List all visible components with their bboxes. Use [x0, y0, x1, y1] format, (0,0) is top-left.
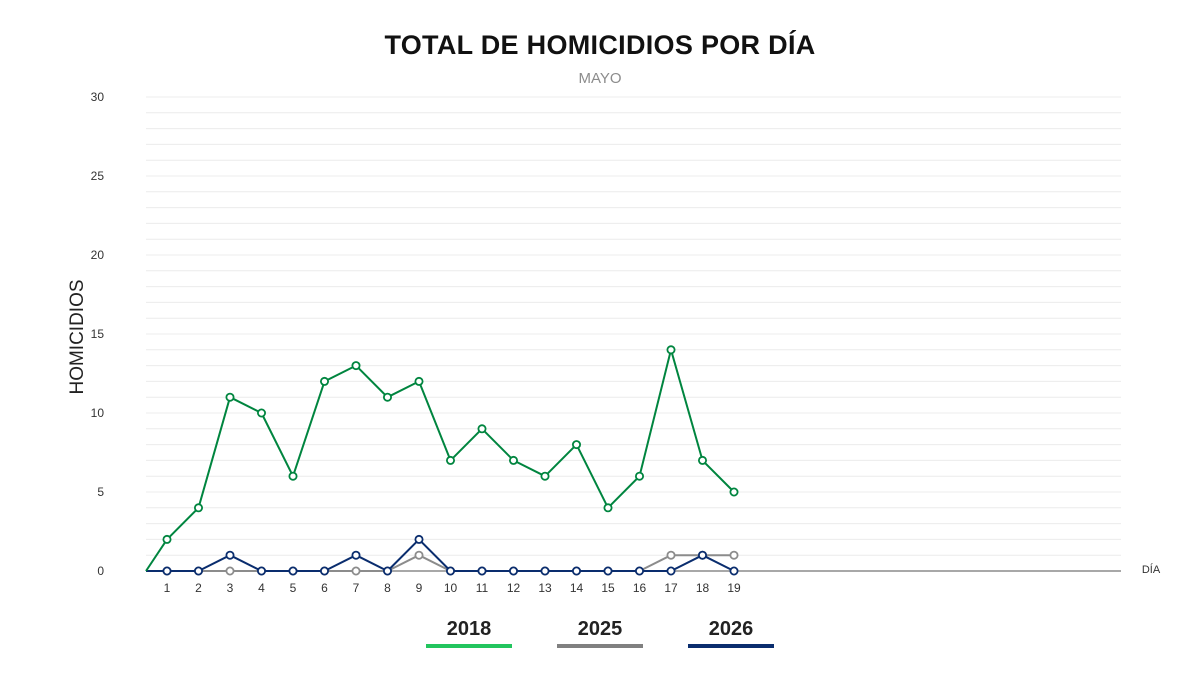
data-point-2026 [225, 550, 235, 560]
y-tick-label: 0 [97, 564, 104, 578]
x-tick-label: 1 [164, 581, 171, 595]
data-point-2018 [193, 503, 203, 513]
data-point-2026 [508, 566, 518, 576]
data-point-2018 [572, 440, 582, 450]
y-axis-title: HOMICIDIOS [67, 279, 88, 394]
x-tick-label: 14 [570, 581, 584, 595]
data-point-2026 [635, 566, 645, 576]
data-point-2026 [477, 566, 487, 576]
legend-item-2025: 2025 [557, 618, 643, 648]
x-tick-label: 18 [696, 581, 710, 595]
data-point-2018 [666, 345, 676, 355]
y-tick-label: 25 [91, 169, 105, 183]
series-line-2026 [146, 538, 735, 572]
data-point-2025 [351, 566, 361, 576]
data-point-2018 [445, 455, 455, 465]
series-line-2018 [145, 348, 735, 572]
x-tick-label: 9 [416, 581, 423, 595]
data-point-2025 [729, 550, 739, 560]
data-point-2018 [729, 487, 739, 497]
x-tick-label: 10 [444, 581, 458, 595]
x-axis-title: DÍA [1142, 563, 1161, 576]
x-tick-label: 11 [476, 581, 489, 595]
data-point-2026 [729, 566, 739, 576]
data-point-2018 [351, 361, 361, 371]
data-point-2018 [540, 471, 550, 481]
legend-label-2025: 2025 [577, 618, 623, 640]
x-tick-label: 6 [321, 581, 328, 595]
x-tick-label: 19 [727, 581, 741, 595]
y-tick-label: 30 [91, 90, 105, 104]
x-tick-label: 17 [664, 581, 678, 595]
data-point-2018 [256, 408, 266, 418]
y-tick-label: 5 [97, 485, 104, 499]
data-point-2018 [635, 471, 645, 481]
data-point-2018 [603, 503, 613, 513]
data-point-2025 [414, 550, 424, 560]
legend-item-2026: 2026 [688, 618, 774, 648]
x-tick-label: 4 [258, 581, 265, 595]
y-tick-label: 15 [91, 327, 105, 341]
data-point-2026 [572, 566, 582, 576]
data-point-2026 [445, 566, 455, 576]
data-point-2026 [319, 566, 329, 576]
x-tick-label: 3 [227, 581, 234, 595]
data-point-2026 [382, 566, 392, 576]
data-point-2025 [225, 566, 235, 576]
legend-item-2018: 2018 [426, 618, 512, 648]
data-point-2018 [162, 534, 172, 544]
y-tick-label: 10 [91, 406, 105, 420]
data-point-2018 [698, 455, 708, 465]
data-point-2026 [193, 566, 203, 576]
y-tick-label: 20 [91, 248, 105, 262]
data-point-2026 [603, 566, 613, 576]
data-point-2018 [382, 392, 392, 402]
data-point-2026 [351, 550, 361, 560]
x-tick-label: 15 [601, 581, 615, 595]
x-tick-label: 12 [507, 581, 521, 595]
x-tick-label: 13 [538, 581, 552, 595]
data-point-2026 [162, 566, 172, 576]
data-point-2018 [225, 392, 235, 402]
chart-subtitle: MAYO [578, 70, 622, 87]
legend-label-2018: 2018 [446, 618, 492, 640]
data-point-2018 [288, 471, 298, 481]
x-tick-label: 5 [290, 581, 297, 595]
data-point-2026 [698, 550, 708, 560]
data-point-2025 [666, 550, 676, 560]
x-tick-label: 8 [384, 581, 391, 595]
data-point-2026 [288, 566, 298, 576]
data-point-2018 [319, 376, 329, 386]
legend-label-2026: 2026 [708, 618, 754, 640]
data-point-2018 [414, 376, 424, 386]
data-point-2026 [666, 566, 676, 576]
data-point-2026 [256, 566, 266, 576]
legend-swatch-2025 [557, 644, 643, 648]
x-tick-label: 7 [353, 581, 360, 595]
legend-swatch-2026 [688, 644, 774, 648]
data-point-2018 [508, 455, 518, 465]
x-tick-label: 16 [633, 581, 647, 595]
data-point-2026 [540, 566, 550, 576]
data-point-2026 [414, 534, 424, 544]
chart-title: TOTAL DE HOMICIDIOS POR DÍA [384, 30, 816, 60]
legend-swatch-2018 [426, 644, 512, 648]
x-tick-label: 2 [195, 581, 202, 595]
data-point-2018 [477, 424, 487, 434]
